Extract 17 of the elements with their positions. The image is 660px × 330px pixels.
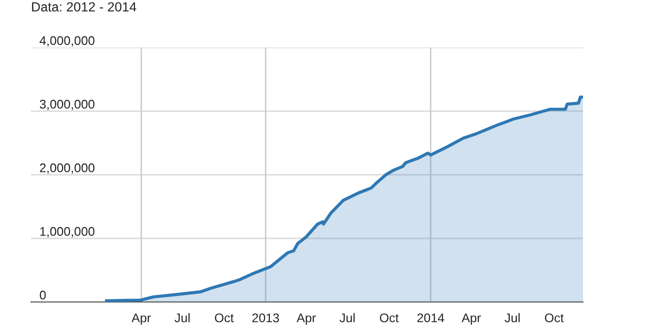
chart-title: Data: 2012 - 2014	[32, 2, 136, 12]
x-tick-label: Jul	[340, 313, 355, 322]
x-tick-label: Oct	[544, 313, 564, 322]
x-tick-label: Oct	[214, 313, 234, 322]
x-tick-label: Apr	[132, 314, 151, 325]
x-tick-label: Apr	[296, 314, 316, 325]
x-tick-label: Oct	[380, 313, 399, 322]
x-tick-label: 2014	[417, 313, 444, 322]
x-tick-label: Apr	[462, 314, 481, 325]
y-tick-label: 4,000,000	[40, 36, 94, 47]
y-tick-label: 2,000,000	[40, 163, 94, 174]
x-tick-label: 2013	[252, 313, 279, 322]
y-tick-label: 3,000,000	[40, 100, 94, 110]
y-tick-label: 0	[40, 290, 46, 300]
y-tick-label: 1,000,000	[40, 227, 94, 238]
x-tick-label: Jul	[504, 313, 520, 322]
x-tick-label: Jul	[174, 313, 190, 322]
